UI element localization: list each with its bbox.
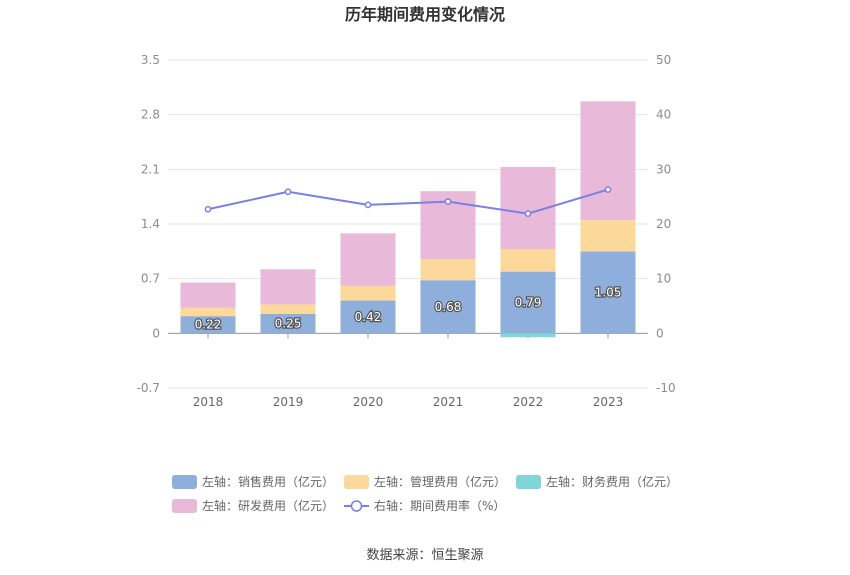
bar-segment [180,307,236,317]
bar-segment [340,300,396,334]
bar-segment [340,285,396,301]
bar-segment [180,316,236,334]
legend-label: 左轴：研发费用（亿元） [202,498,334,513]
rate-point [204,205,212,213]
legend-swatch [172,475,197,489]
bar-segment [260,313,316,334]
x-tick-label: 2019 [273,395,304,409]
left-tick-label: 2.1 [141,162,160,176]
x-tick-label: 2023 [593,395,624,409]
bar-segment [420,259,476,281]
bars [180,101,636,338]
legend-line-marker [350,500,363,512]
right-tick-label: 20 [656,217,671,231]
rate-point [604,186,612,193]
bar-segment [500,271,556,334]
bar-value-label: 0.42 [355,310,382,324]
axes: 3.5 2.8 2.1 1.4 0.7 0 -0.7 50 40 30 20 10 0 -10 2018 20… [137,53,676,409]
right-tick-label: -10 [656,381,676,395]
left-tick-label: 2.8 [141,108,160,122]
bar-value-label: 0.68 [435,300,462,314]
legend-swatch [172,499,197,513]
x-tick-label: 2020 [353,395,384,409]
right-tick-label: 30 [656,162,671,176]
bar-segment [580,251,636,334]
bar-segment [500,248,556,272]
bar-segment [260,269,316,305]
legend-label: 右轴：期间费用率（%） [374,498,505,513]
left-tick-label: 3.5 [141,53,160,67]
bar-value-label: 0.22 [195,318,222,332]
bar-segment [580,101,636,221]
right-tick-label: 50 [656,53,671,67]
legend-swatch [516,475,541,489]
legend-label: 左轴：财务费用（亿元） [546,474,678,489]
rate-polyline [207,188,609,215]
rate-point [364,201,372,209]
x-tick-label: 2022 [513,395,544,409]
left-tick-label: 1.4 [141,217,160,231]
source-note: 数据来源：恒生聚源 [366,548,483,563]
x-tick-label: 2018 [193,395,224,409]
x-tick-label: 2021 [433,395,464,409]
right-tick-label: 40 [656,108,671,122]
bar-value-label: 0.25 [275,317,302,331]
legend-label: 左轴：管理费用（亿元） [374,474,506,489]
left-tick-label: -0.7 [137,381,160,395]
legend-label: 左轴：销售费用（亿元） [202,474,334,489]
rate-point [524,210,532,217]
rate-point [284,188,292,196]
right-tick-label: 0 [656,326,664,340]
chart-title: 历年期间费用变化情况 [345,5,505,24]
bar-segment [260,304,316,314]
left-tick-label: 0.7 [141,272,160,286]
right-tick-label: 10 [656,272,671,286]
bar-segment [580,220,636,252]
bar-segment [420,280,476,334]
rate-point [444,198,452,205]
bar-value-label: 0.79 [515,295,542,309]
bar-labels: 0.22 0.25 0.42 0.68 0.79 1.05 [193,284,622,333]
bar-segment [500,333,556,338]
grid-lines [168,59,648,389]
bar-value-label: 1.05 [595,285,622,299]
bar-segment [340,233,396,286]
legend: 左轴：销售费用（亿元） 左轴：管理费用（亿元） 左轴：财务费用（亿元） 左轴：研发费用… [172,474,678,513]
legend-swatch [344,475,369,489]
bar-segment [180,282,236,308]
left-tick-label: 0 [152,326,160,340]
rate-line [204,186,612,217]
